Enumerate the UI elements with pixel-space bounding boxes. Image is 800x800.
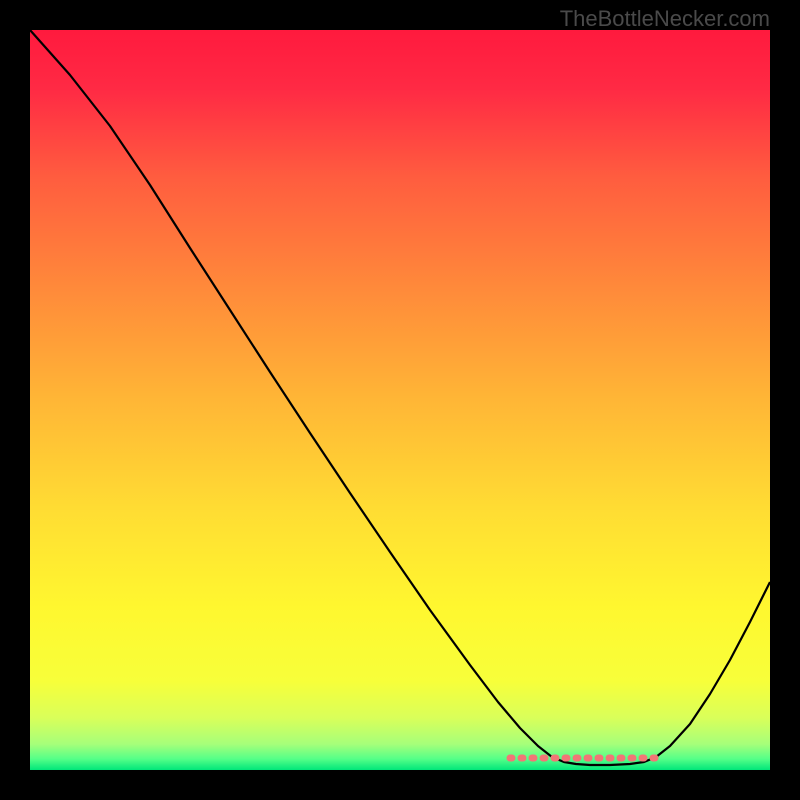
- main-curve: [30, 30, 770, 765]
- curve-layer: [0, 0, 800, 800]
- chart-root: TheBottleNecker.com: [0, 0, 800, 800]
- watermark-text: TheBottleNecker.com: [560, 6, 770, 32]
